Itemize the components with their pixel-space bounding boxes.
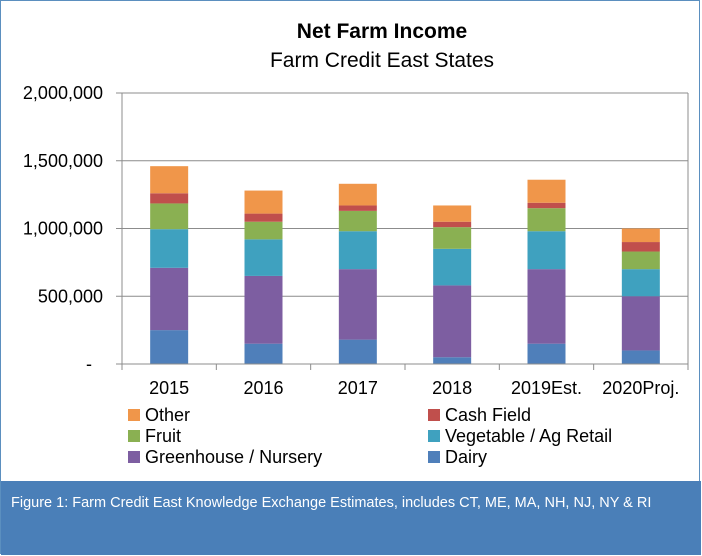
bar-segment-vegetable-ag-retail (527, 231, 566, 270)
bar-segment-cash-field (527, 202, 566, 209)
bar-segment-cash-field (621, 242, 660, 252)
bar-segment-fruit (621, 251, 660, 270)
bar-segment-other (338, 183, 377, 206)
bar-segment-fruit (338, 210, 377, 232)
x-tick-label: 2020Proj. (602, 378, 679, 398)
bar-segment-vegetable-ag-retail (150, 229, 189, 268)
bar-segment-other (433, 205, 472, 222)
bar-segment-dairy (527, 343, 566, 364)
gridlines (122, 92, 688, 297)
figure-caption: Figure 1: Farm Credit East Knowledge Exc… (1, 481, 701, 555)
legend-swatch (128, 451, 140, 463)
legend-label: Cash Field (445, 405, 531, 425)
bar-segment-greenhouse-nursery (527, 269, 566, 344)
legend-label: Fruit (145, 426, 181, 446)
x-tick-label: 2016 (243, 378, 283, 398)
bars (150, 166, 660, 364)
x-tick-label: 2015 (149, 378, 189, 398)
bar-segment-dairy (433, 357, 472, 364)
bar-segment-vegetable-ag-retail (433, 248, 472, 286)
bar-segment-vegetable-ag-retail (338, 231, 377, 270)
x-tick-label: 2019Est. (511, 378, 582, 398)
bar-segment-fruit (527, 208, 566, 232)
bar-segment-dairy (338, 339, 377, 364)
bar-segment-greenhouse-nursery (433, 285, 472, 358)
bar-segment-cash-field (150, 193, 189, 204)
legend-swatch (128, 409, 140, 421)
legend-swatch (428, 430, 440, 442)
bar-segment-fruit (150, 203, 189, 230)
bar-segment-greenhouse-nursery (621, 296, 660, 351)
chart-title: Net Farm Income (297, 20, 467, 43)
y-tick-label: 500,000 (38, 286, 103, 306)
bar-segment-dairy (244, 343, 283, 364)
y-tick-label: - (86, 354, 92, 374)
bar-segment-cash-field (338, 205, 377, 211)
chart-subtitle: Farm Credit East States (270, 49, 494, 72)
bar-segment-greenhouse-nursery (338, 269, 377, 340)
bar-segment-other (527, 179, 566, 203)
y-tick-label: 2,000,000 (23, 83, 103, 103)
bar-segment-cash-field (244, 213, 283, 222)
bar-segment-greenhouse-nursery (150, 267, 189, 331)
x-tick-label: 2017 (338, 378, 378, 398)
bar-segment-dairy (150, 330, 189, 364)
legend-swatch (428, 409, 440, 421)
bar-segment-greenhouse-nursery (244, 275, 283, 344)
bar-segment-other (150, 166, 189, 194)
legend: Other Cash Field Fruit Vegetable / Ag Retai… (128, 405, 612, 467)
bar-segment-dairy (621, 350, 660, 364)
bar-segment-fruit (244, 221, 283, 240)
bar-segment-other (621, 228, 660, 243)
bar-segment-vegetable-ag-retail (244, 239, 283, 276)
y-tick-label: 1,000,000 (23, 219, 103, 239)
bar-segment-vegetable-ag-retail (621, 269, 660, 297)
bar-segment-other (244, 190, 283, 214)
net-farm-income-chart: Net Farm Income Farm Credit East States … (23, 20, 689, 467)
y-tick-label: 1,500,000 (23, 151, 103, 171)
legend-swatch (128, 430, 140, 442)
axes: - 500,000 1,000,000 1,500,000 2,000,000 2015 2… (23, 83, 689, 398)
legend-label: Vegetable / Ag Retail (445, 426, 612, 446)
bar-segment-fruit (433, 227, 472, 249)
x-tick-label: 2018 (432, 378, 472, 398)
legend-label: Dairy (445, 447, 487, 467)
bar-segment-cash-field (433, 221, 472, 228)
legend-label: Greenhouse / Nursery (145, 447, 322, 467)
legend-label: Other (145, 405, 190, 425)
legend-swatch (428, 451, 440, 463)
